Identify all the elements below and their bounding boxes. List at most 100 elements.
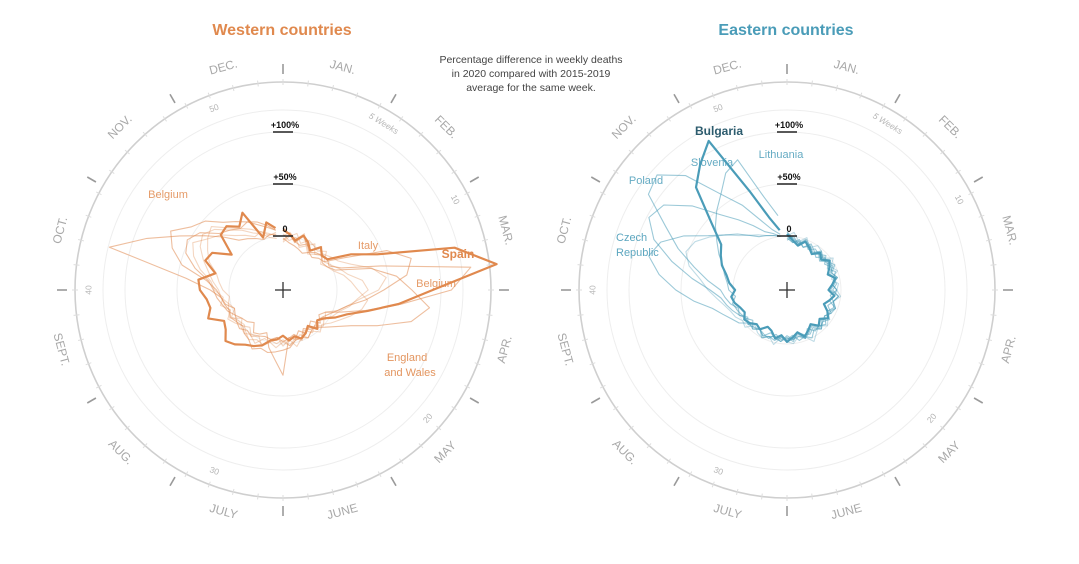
ring-value-label: +100%: [271, 120, 299, 130]
month-label: AUG.: [610, 437, 641, 468]
week-tick: [577, 314, 584, 316]
week-tick: [232, 488, 235, 495]
week-tick: [481, 239, 488, 242]
week-tick: [835, 85, 838, 92]
week-tick: [73, 264, 80, 266]
series-line-other: [207, 226, 369, 347]
week-tick: [628, 149, 634, 155]
week-tick: [985, 338, 992, 341]
series-line-bulgaria: [694, 139, 837, 343]
week-tick: [859, 92, 863, 99]
series-line-other: [685, 231, 842, 346]
subtitle-line-1: Percentage difference in weekly deaths: [439, 54, 622, 66]
week-tick: [78, 338, 85, 341]
chart-title-western: Western countries: [212, 22, 351, 39]
week-number-label: 10: [953, 193, 966, 206]
month-tick: [86, 176, 97, 183]
week-tick: [811, 80, 813, 87]
week-tick: [207, 481, 211, 488]
series-line-lithuania: [714, 159, 840, 343]
month-label: OCT.: [50, 215, 71, 245]
week-number-label: 20: [925, 411, 939, 425]
week-tick: [184, 102, 189, 109]
week-tick: [985, 239, 992, 242]
week-tick: [399, 116, 404, 122]
month-tick: [894, 476, 901, 487]
week-tick: [232, 85, 235, 92]
month-label: SEPT.: [555, 331, 577, 367]
month-label: AUG.: [106, 437, 137, 468]
week-tick: [184, 471, 189, 478]
week-tick: [142, 131, 148, 137]
month-tick: [973, 397, 984, 404]
month-label: SEPT.: [51, 331, 73, 367]
month-tick: [469, 176, 480, 183]
week-tick: [990, 314, 997, 316]
month-tick: [169, 93, 176, 104]
month-tick: [673, 476, 680, 487]
week-tick: [688, 471, 693, 478]
week-tick: [399, 458, 404, 464]
ring-value-label: 0: [786, 224, 791, 234]
series-label-poland: Poland: [629, 175, 663, 187]
week-tick: [922, 443, 928, 449]
month-label: OCT.: [554, 215, 575, 245]
week-tick: [486, 314, 493, 316]
month-tick: [469, 397, 480, 404]
week-tick: [257, 80, 259, 87]
month-label: FEB.: [432, 112, 461, 141]
week-number-label: 10: [449, 193, 462, 206]
week-tick: [85, 362, 92, 366]
series-line-other: [199, 228, 369, 349]
week-tick: [577, 264, 584, 266]
series-line-spain: [197, 211, 498, 348]
month-label: JULY: [208, 501, 239, 522]
series-label-belgium: Belgium: [148, 189, 188, 201]
series-label-italy: Italy: [358, 240, 379, 252]
week-tick: [582, 239, 589, 242]
series-label-england-and-wales: England: [387, 352, 427, 364]
week-tick: [451, 169, 457, 174]
week-tick: [464, 191, 471, 196]
week-tick: [124, 425, 130, 431]
week-tick: [78, 239, 85, 242]
week-tick: [124, 149, 130, 155]
month-label: MAY: [431, 438, 459, 466]
week-tick: [377, 102, 382, 109]
series-line-belgium: [108, 233, 472, 376]
week-tick: [481, 338, 488, 341]
month-label: NOV.: [609, 112, 639, 142]
week-tick: [436, 149, 442, 155]
week-tick: [688, 102, 693, 109]
week-tick: [968, 384, 975, 389]
series-label-czech-republic: Czech: [616, 232, 647, 244]
series-label-slovenia: Slovenia: [691, 157, 734, 169]
week-tick: [474, 362, 481, 366]
week-tick: [85, 214, 92, 218]
week-tick: [355, 92, 359, 99]
week-tick: [955, 169, 961, 174]
week-tick: [646, 443, 652, 449]
month-label: MAR.: [495, 214, 516, 247]
week-tick: [418, 131, 424, 137]
series-line-poland: [648, 204, 840, 343]
series-line-other: [192, 231, 387, 348]
week-tick: [162, 116, 167, 122]
month-tick: [590, 397, 601, 404]
week-tick: [464, 384, 471, 389]
week-tick: [589, 214, 596, 218]
month-label: APR.: [494, 334, 515, 365]
week-tick: [736, 85, 739, 92]
month-label: MAY: [935, 438, 963, 466]
week-tick: [355, 481, 359, 488]
series-line-england-and-wales: [185, 221, 431, 343]
week-tick: [436, 425, 442, 431]
week-tick: [628, 425, 634, 431]
series-line-czech-republic: [648, 231, 838, 341]
month-label: JUNE: [829, 501, 863, 523]
radial-chart-eastern: JAN. FEB. MAR. APR. MAY JUNE JULY AUG. SEPT. OCT.…: [554, 57, 1021, 523]
month-tick: [390, 93, 397, 104]
month-label: JULY: [712, 501, 743, 522]
month-label: MAR.: [999, 214, 1020, 247]
